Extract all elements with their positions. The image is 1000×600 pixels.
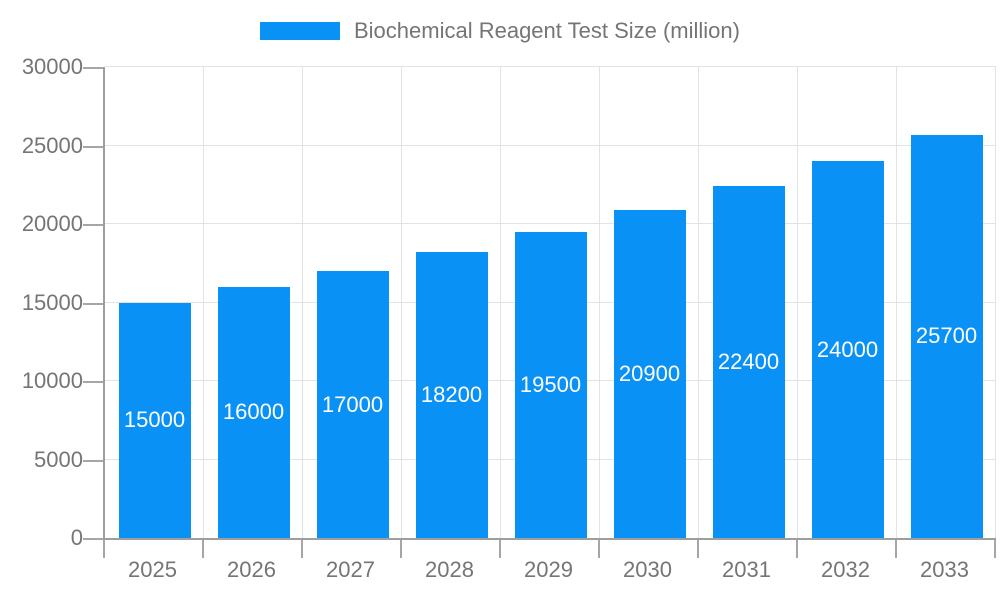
x-gridline xyxy=(698,67,699,538)
plot-area: 15000 16000 17000 18200 19500 20900 22400 24000… xyxy=(103,66,996,540)
x-axis-tick xyxy=(202,540,204,558)
y-axis-tick xyxy=(83,67,103,69)
bar-value-label: 22400 xyxy=(717,349,780,375)
x-axis-tick xyxy=(400,540,402,558)
y-gridline xyxy=(105,144,996,146)
x-axis-tick-label: 2028 xyxy=(425,557,474,582)
x-axis-tick xyxy=(103,540,105,558)
x-axis-tick-label: 2026 xyxy=(227,557,276,582)
bar: 19500 xyxy=(514,231,587,538)
x-gridline xyxy=(896,67,897,538)
bar-value-label: 18200 xyxy=(420,382,483,408)
x-axis-tick xyxy=(598,540,600,558)
y-axis-tick-label: 15000 xyxy=(21,289,83,315)
x-gridline xyxy=(995,67,996,538)
x-gridline xyxy=(599,67,600,538)
y-axis-tick-label: 25000 xyxy=(21,132,83,158)
x-axis-tick-label: 2025 xyxy=(128,557,177,582)
y-axis-tick-label: 5000 xyxy=(34,446,83,472)
x-gridline xyxy=(797,67,798,538)
legend[interactable]: Biochemical Reagent Test Size (million) xyxy=(0,18,1000,44)
x-axis-tick-label: 2027 xyxy=(326,557,375,582)
x-axis-tick-label: 2031 xyxy=(722,557,771,582)
x-axis-tick xyxy=(895,540,897,558)
x-gridline xyxy=(401,67,402,538)
y-axis-tick xyxy=(83,224,103,226)
bar: 25700 xyxy=(910,134,983,538)
x-gridline xyxy=(500,67,501,538)
x-gridline xyxy=(203,67,204,538)
bar-value-label: 19500 xyxy=(519,371,582,397)
bar: 22400 xyxy=(712,186,785,538)
x-axis-tick xyxy=(796,540,798,558)
bar-value-label: 24000 xyxy=(816,336,879,362)
y-gridline xyxy=(105,66,996,67)
y-axis-tick xyxy=(83,381,103,383)
bar: 24000 xyxy=(811,161,884,538)
y-axis-tick-label: 0 xyxy=(70,525,83,550)
y-axis-tick xyxy=(83,145,103,148)
x-axis-tick-label: 2030 xyxy=(623,557,672,582)
x-gridline xyxy=(302,67,303,538)
x-axis-tick xyxy=(499,540,501,558)
bar-value-label: 16000 xyxy=(222,399,285,425)
x-axis-tick xyxy=(301,540,303,558)
y-axis-tick-label: 30000 xyxy=(21,54,83,79)
y-axis-tick xyxy=(83,302,103,305)
x-axis-tick xyxy=(697,540,699,558)
x-axis-tick-label: 2033 xyxy=(920,557,969,582)
bar: 16000 xyxy=(217,286,290,538)
legend-label: Biochemical Reagent Test Size (million) xyxy=(354,18,740,43)
y-axis-tick xyxy=(83,459,103,462)
y-axis-tick-label: 20000 xyxy=(21,211,83,236)
x-axis-tick-label: 2029 xyxy=(524,557,573,582)
bar-value-label: 15000 xyxy=(123,407,186,433)
y-axis-tick-label: 10000 xyxy=(21,368,83,393)
bar: 15000 xyxy=(118,302,191,538)
x-axis-tick-label: 2032 xyxy=(821,557,870,582)
y-axis-tick xyxy=(83,538,103,540)
y-gridline xyxy=(105,223,996,224)
bar: 18200 xyxy=(415,252,488,538)
bar-value-label: 25700 xyxy=(915,323,978,349)
x-axis-tick xyxy=(994,540,996,558)
bar: 20900 xyxy=(613,209,686,538)
bar-value-label: 17000 xyxy=(321,391,384,417)
legend-swatch-icon xyxy=(260,22,340,40)
bar: 17000 xyxy=(316,271,389,538)
bar-value-label: 20900 xyxy=(618,360,681,386)
